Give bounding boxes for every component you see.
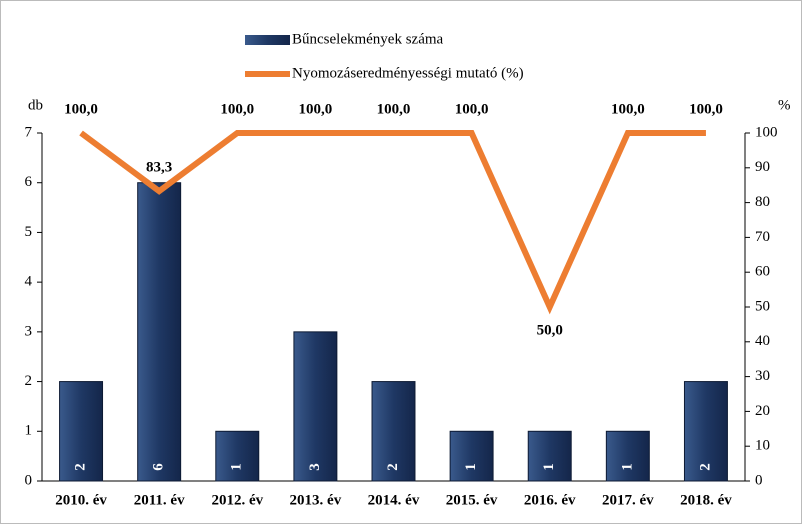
- y2-tick-label: 10: [755, 438, 770, 454]
- bar: [527, 430, 572, 482]
- bar: [293, 331, 338, 482]
- y2-tick-label: 70: [755, 229, 770, 245]
- bar: [683, 381, 728, 482]
- bar-value-label: 2: [72, 463, 88, 471]
- y2-tick-label: 20: [755, 403, 770, 419]
- y-tick-label: 7: [25, 124, 33, 140]
- line-value-label: 100,0: [299, 101, 333, 117]
- y2-tick-label: 30: [755, 368, 770, 384]
- bar: [371, 381, 416, 482]
- line-value-label: 100,0: [377, 101, 411, 117]
- line-value-label: 100,0: [455, 101, 489, 117]
- bar: [449, 430, 494, 482]
- y-axis-title: db: [28, 97, 43, 113]
- line-value-label: 50,0: [537, 322, 563, 338]
- line-series: [79, 130, 706, 315]
- line-value-label: 100,0: [689, 101, 723, 117]
- x-tick-label: 2014. év: [368, 492, 420, 508]
- y2-tick-label: 60: [755, 264, 770, 280]
- y-tick-label: 6: [25, 174, 33, 190]
- x-tick-label: 2011. év: [134, 492, 185, 508]
- y-tick-label: 2: [25, 373, 33, 389]
- bar-value-label: 2: [385, 463, 401, 471]
- bar-value-label: 1: [463, 463, 479, 471]
- y-tick-label: 4: [25, 274, 33, 290]
- y2-axis-title: %: [778, 97, 791, 113]
- x-tick-label: 2015. év: [446, 492, 498, 508]
- bar-value-label: 2: [697, 463, 713, 471]
- y2-tick-label: 0: [755, 472, 763, 488]
- line-value-label: 100,0: [611, 101, 645, 117]
- bar-value-label: 3: [307, 463, 323, 471]
- line-value-label: 100,0: [220, 101, 254, 117]
- bar: [605, 430, 650, 482]
- bar-value-label: 1: [619, 463, 635, 471]
- y2-tick-label: 80: [755, 194, 770, 210]
- y-tick-label: 5: [25, 224, 33, 240]
- x-tick-label: 2016. év: [524, 492, 576, 508]
- bar: [137, 182, 182, 482]
- legend-swatch: [245, 35, 290, 45]
- y2-tick-label: 50: [755, 298, 770, 314]
- x-tick-label: 2013. év: [290, 492, 342, 508]
- bar-value-label: 1: [541, 463, 557, 471]
- x-tick-label: 2012. év: [211, 492, 263, 508]
- bar: [59, 381, 104, 482]
- legend-label: Nyomozáseredményességi mutató (%): [292, 65, 524, 81]
- y2-tick-label: 40: [755, 333, 770, 349]
- x-tick-label: 2010. év: [55, 492, 107, 508]
- line-value-label: 83,3: [146, 160, 172, 176]
- legend-label: Bűncselekmények száma: [292, 31, 444, 47]
- bar-value-label: 6: [151, 463, 167, 471]
- y-tick-label: 1: [25, 423, 33, 439]
- y-tick-label: 0: [25, 472, 33, 488]
- y2-tick-label: 100: [755, 124, 778, 140]
- line-value-label: 100,0: [64, 101, 98, 117]
- bar: [215, 430, 260, 482]
- x-tick-label: 2017. év: [602, 492, 654, 508]
- y-tick-label: 3: [25, 323, 33, 339]
- bar-value-label: 1: [229, 463, 245, 471]
- y2-tick-label: 90: [755, 159, 770, 175]
- x-tick-label: 2018. év: [680, 492, 732, 508]
